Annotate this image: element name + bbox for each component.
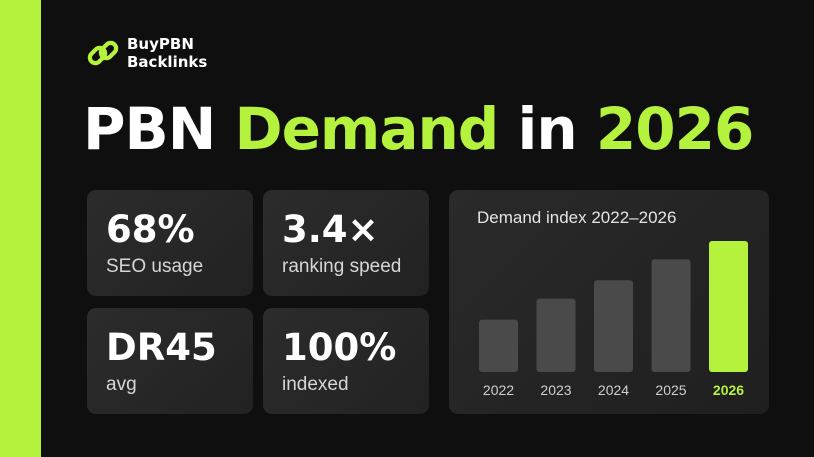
title-part-3: in bbox=[498, 95, 596, 163]
stat-card-domain-rating: DR45 avg bbox=[87, 308, 253, 414]
stat-value: DR45 bbox=[106, 326, 217, 369]
stat-value: 68% bbox=[106, 208, 195, 251]
chart-title: Demand index 2022–2026 bbox=[477, 208, 676, 227]
stat-value: 100% bbox=[282, 326, 397, 369]
x-tick-label-2022: 2022 bbox=[483, 382, 514, 398]
page-title: PBN Demand in 2026 bbox=[83, 94, 754, 164]
title-part-4: 2026 bbox=[595, 95, 754, 163]
x-tick-label-2025: 2025 bbox=[655, 382, 686, 398]
stat-card-seo-usage: 68% SEO usage bbox=[87, 190, 253, 296]
bar-2025 bbox=[651, 259, 691, 372]
stat-label: ranking speed bbox=[282, 256, 402, 277]
title-part-2: Demand bbox=[234, 95, 499, 163]
x-tick-label-2023: 2023 bbox=[540, 382, 571, 398]
chain-link-icon bbox=[87, 40, 119, 66]
brand-logo: BuyPBN Backlinks bbox=[86, 35, 207, 71]
bar-2026 bbox=[709, 241, 748, 372]
stat-label: avg bbox=[106, 374, 137, 395]
bar-2023 bbox=[536, 298, 576, 372]
bar-chart: Demand index 2022–2026 2022 2023 2024 2025 2… bbox=[477, 208, 748, 398]
brand-name-line1: BuyPBN bbox=[127, 35, 194, 53]
stat-label: indexed bbox=[282, 374, 349, 395]
accent-bar bbox=[0, 0, 41, 457]
brand-name-line2: Backlinks bbox=[127, 53, 208, 71]
stat-card-ranking-speed: 3.4× ranking speed bbox=[263, 190, 429, 296]
title-part-1: PBN bbox=[83, 95, 235, 163]
bar-2022 bbox=[479, 319, 518, 372]
x-tick-label-2026: 2026 bbox=[713, 382, 744, 398]
bar-2024 bbox=[594, 280, 633, 372]
x-tick-label-2024: 2024 bbox=[598, 382, 629, 398]
stat-value: 3.4× bbox=[282, 208, 379, 251]
stat-label: SEO usage bbox=[106, 256, 204, 277]
stat-card-indexed: 100% indexed bbox=[263, 308, 429, 414]
chart-card: Demand index 2022–2026 2022 2023 2024 2025 2… bbox=[449, 190, 769, 414]
